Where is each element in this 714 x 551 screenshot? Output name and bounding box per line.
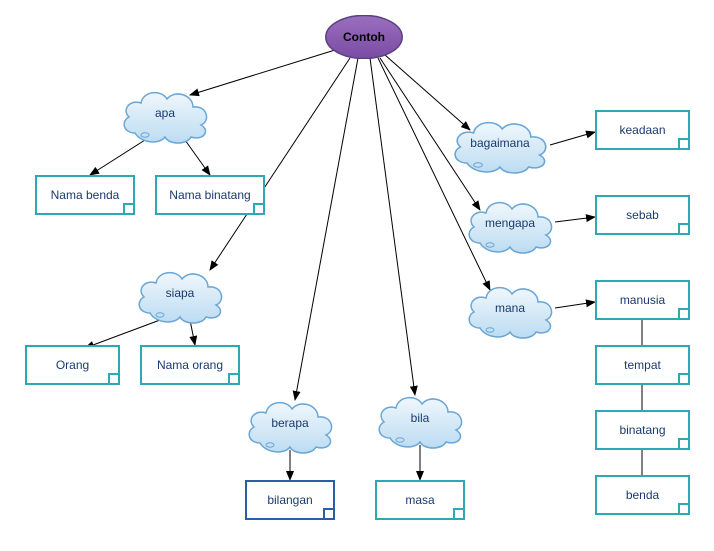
box-label-orang: Orang: [56, 358, 89, 372]
box-nama_orang: Nama orang: [140, 345, 240, 385]
edge: [185, 140, 210, 175]
box-sebab: sebab: [595, 195, 690, 235]
box-benda: benda: [595, 475, 690, 515]
box-label-keadaan: keadaan: [619, 123, 665, 137]
cloud-berapa: berapa: [240, 395, 340, 455]
box-label-benda: benda: [626, 488, 659, 502]
cloud-mana: mana: [460, 280, 560, 340]
box-tempat: tempat: [595, 345, 690, 385]
edge: [210, 58, 350, 270]
edge: [295, 58, 358, 400]
box-label-bilangan: bilangan: [267, 493, 312, 507]
center-node-contoh: Contoh: [325, 15, 403, 59]
cloud-label-bila: bila: [411, 411, 430, 429]
cloud-label-apa: apa: [155, 106, 175, 124]
box-label-nama_orang: Nama orang: [157, 358, 223, 372]
edge: [370, 58, 415, 395]
diagram-canvas: [0, 0, 714, 551]
edge: [555, 302, 595, 308]
edge: [90, 140, 145, 175]
box-nama_benda: Nama benda: [35, 175, 135, 215]
cloud-bagaimana: bagaimana: [445, 115, 555, 175]
box-label-nama_binatang: Nama binatang: [169, 188, 250, 202]
box-label-tempat: tempat: [624, 358, 661, 372]
cloud-label-bagaimana: bagaimana: [470, 136, 529, 154]
center-label: Contoh: [343, 30, 385, 44]
box-keadaan: keadaan: [595, 110, 690, 150]
box-label-masa: masa: [405, 493, 434, 507]
cloud-bila: bila: [370, 390, 470, 450]
cloud-label-mengapa: mengapa: [485, 216, 535, 234]
box-label-nama_benda: Nama benda: [51, 188, 120, 202]
box-bilangan: bilangan: [245, 480, 335, 520]
box-label-manusia: manusia: [620, 293, 665, 307]
cloud-apa: apa: [115, 85, 215, 145]
cloud-label-siapa: siapa: [166, 286, 195, 304]
box-label-binatang: binatang: [619, 423, 665, 437]
cloud-siapa: siapa: [130, 265, 230, 325]
box-masa: masa: [375, 480, 465, 520]
box-orang: Orang: [25, 345, 120, 385]
cloud-label-berapa: berapa: [271, 416, 308, 434]
box-label-sebab: sebab: [626, 208, 659, 222]
box-nama_binatang: Nama binatang: [155, 175, 265, 215]
box-manusia: manusia: [595, 280, 690, 320]
cloud-mengapa: mengapa: [460, 195, 560, 255]
edge: [555, 217, 595, 222]
cloud-label-mana: mana: [495, 301, 525, 319]
edge: [550, 132, 595, 145]
box-binatang: binatang: [595, 410, 690, 450]
